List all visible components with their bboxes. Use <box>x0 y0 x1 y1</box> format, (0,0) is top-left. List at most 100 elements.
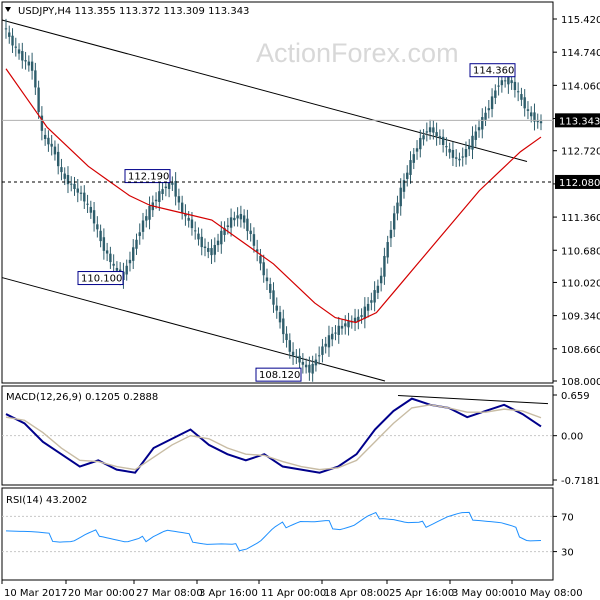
candle-body <box>409 160 412 175</box>
candle-body <box>298 355 301 363</box>
candle-body <box>197 233 200 240</box>
candle-body <box>386 242 389 258</box>
candle-body <box>112 263 115 266</box>
candle-body <box>288 340 292 352</box>
candle-body <box>396 202 399 214</box>
candle-body <box>468 145 471 150</box>
candle-body <box>43 134 47 140</box>
candle-body <box>530 112 533 117</box>
level-label: 112.080 <box>559 178 600 189</box>
candle-body <box>513 81 517 91</box>
candle-body <box>321 346 324 355</box>
candle-body <box>220 230 223 245</box>
candle-body <box>539 121 543 124</box>
candle-body <box>194 230 197 232</box>
candle-body <box>24 60 27 62</box>
candle-body <box>148 206 151 220</box>
candle-body <box>451 149 455 158</box>
collapse-arrow-icon[interactable] <box>5 7 11 12</box>
candle-body <box>8 32 11 37</box>
candle-body <box>246 218 249 232</box>
candle-body <box>174 180 177 197</box>
candle-body <box>461 156 464 158</box>
candle-body <box>334 332 337 334</box>
price-annotation-label: 112.190 <box>128 172 169 183</box>
candle-body <box>190 219 194 229</box>
candle-body <box>464 149 468 158</box>
candle-body <box>357 316 360 322</box>
candle-body <box>249 230 252 235</box>
candle-body <box>344 323 347 327</box>
candle-body <box>484 112 487 120</box>
candle-body <box>278 312 282 323</box>
rsi-title: RSI(14) 43.2002 <box>6 495 87 506</box>
candle-body <box>471 135 474 150</box>
macd-signal-line <box>5 404 542 471</box>
candle-body <box>141 220 145 232</box>
candle-body <box>438 136 442 139</box>
candle-body <box>272 290 275 305</box>
candle-body <box>327 335 331 348</box>
price-annotation-label: 110.100 <box>81 274 122 285</box>
candle-body <box>145 216 148 221</box>
macd-tick-label: -0.7181 <box>561 476 600 487</box>
candle-body <box>448 148 451 153</box>
candle-body <box>14 46 17 48</box>
candle-body <box>128 259 132 264</box>
rsi-panel-frame <box>1 487 554 581</box>
candle-body <box>454 157 458 159</box>
candle-body <box>89 206 93 213</box>
candle-body <box>487 108 491 111</box>
candle-body <box>445 146 448 148</box>
candle-body <box>435 132 438 137</box>
price-tick-label: 110.020 <box>561 278 600 289</box>
candle-body <box>373 290 376 303</box>
candle-body <box>203 246 207 249</box>
candle-body <box>269 283 272 293</box>
candle-body <box>526 109 530 111</box>
candle-body <box>50 143 53 147</box>
candle-body <box>275 305 278 311</box>
candle-body <box>210 248 213 256</box>
watermark: ActionForex.com <box>256 38 459 68</box>
candle-body <box>389 229 393 239</box>
candle-body <box>236 215 239 219</box>
price-tick-label: 109.340 <box>561 312 600 323</box>
candle-body <box>239 213 243 220</box>
candle-body <box>154 199 158 202</box>
candle-body <box>47 137 50 145</box>
price-tick-label: 108.660 <box>561 345 600 356</box>
candle-body <box>99 230 102 242</box>
candle-body <box>520 94 523 100</box>
candle-body <box>441 136 445 145</box>
price-tick-label: 114.060 <box>561 81 600 92</box>
candle-body <box>458 158 461 161</box>
macd-tick-label: 0.659 <box>561 391 590 402</box>
rsi-tick-label: 30 <box>561 548 574 559</box>
candle-body <box>291 351 295 356</box>
level-tag <box>555 174 600 189</box>
candle-body <box>135 239 138 249</box>
candle-body <box>503 80 507 82</box>
candle-body <box>406 172 409 179</box>
candle-body <box>79 192 83 194</box>
candle-body <box>324 343 327 347</box>
price-annotation-box <box>255 367 302 382</box>
candle-body <box>70 183 73 185</box>
candle-body <box>360 315 363 317</box>
candle-body <box>76 188 79 193</box>
candle-body <box>207 248 210 252</box>
candle-body <box>490 96 494 110</box>
price-tick-label: 114.740 <box>561 48 600 59</box>
last-price-tag <box>555 113 600 128</box>
candle-body <box>285 333 288 341</box>
candle-body <box>229 217 233 228</box>
candle-body <box>474 131 477 140</box>
candle-body <box>255 249 259 252</box>
candle-body <box>419 137 422 150</box>
time-tick-label: 10 May 08:00 <box>514 588 583 599</box>
candle-body <box>393 213 396 230</box>
candle-body <box>314 359 318 366</box>
candle-body <box>379 275 383 284</box>
